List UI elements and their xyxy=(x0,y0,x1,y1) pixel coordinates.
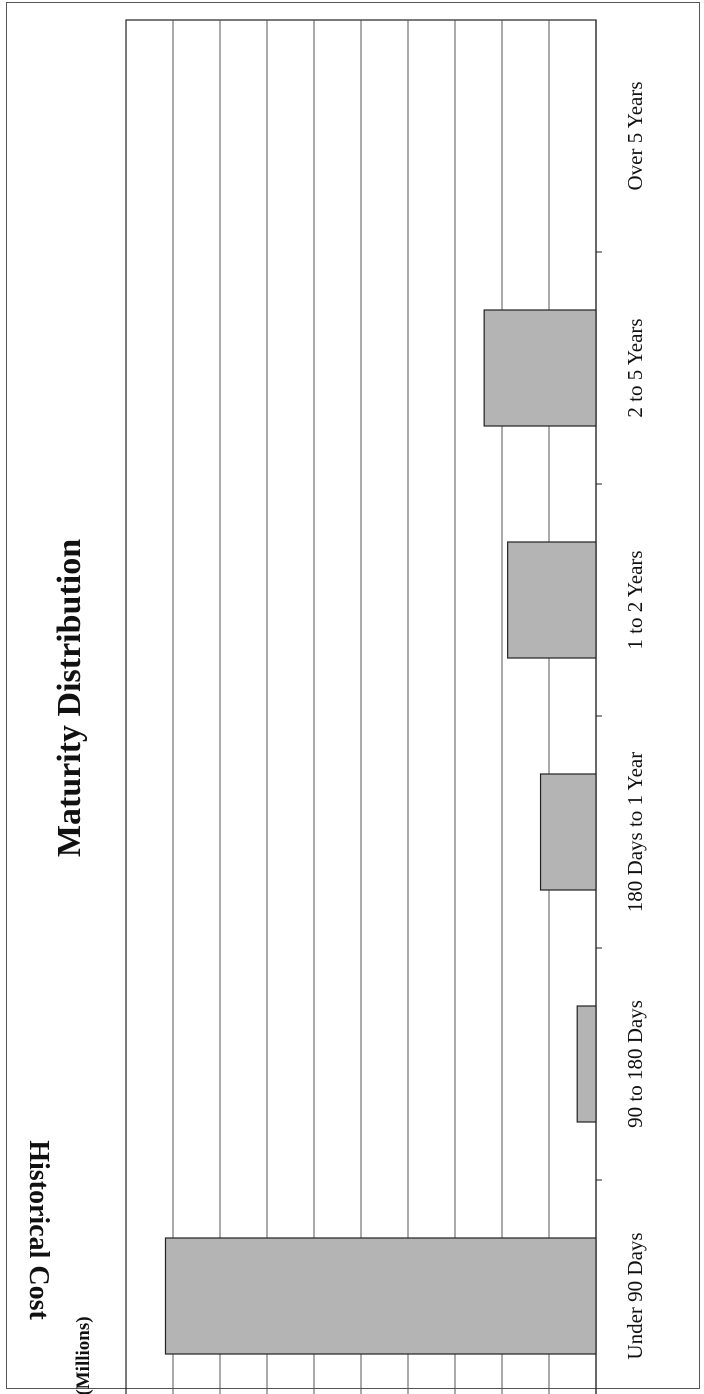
plot-area xyxy=(125,19,602,1394)
chart-frame xyxy=(6,2,700,1389)
bar xyxy=(507,541,597,659)
y-axis-label: Historical Cost xyxy=(23,1140,54,1320)
x-tick-label: Under 90 Days xyxy=(623,1232,647,1359)
x-tick-label: 180 Days to 1 Year xyxy=(623,752,647,912)
x-tick-label: Over 5 Years xyxy=(623,81,647,190)
bar xyxy=(576,1005,597,1123)
x-tick-label: 1 to 2 Years xyxy=(623,550,647,649)
chart-title: Maturity Distribution xyxy=(51,539,88,857)
bar xyxy=(539,773,597,891)
y-unit-label: (Millions) xyxy=(73,1316,94,1394)
x-tick-label: 90 to 180 Days xyxy=(623,1000,647,1128)
bar xyxy=(164,1237,597,1355)
x-tick-label: 2 to 5 Years xyxy=(623,318,647,417)
label-layer: $0$5$10$15$20$25$30$35$40$45$50Under 90 … xyxy=(23,81,647,1394)
bar xyxy=(483,309,597,427)
